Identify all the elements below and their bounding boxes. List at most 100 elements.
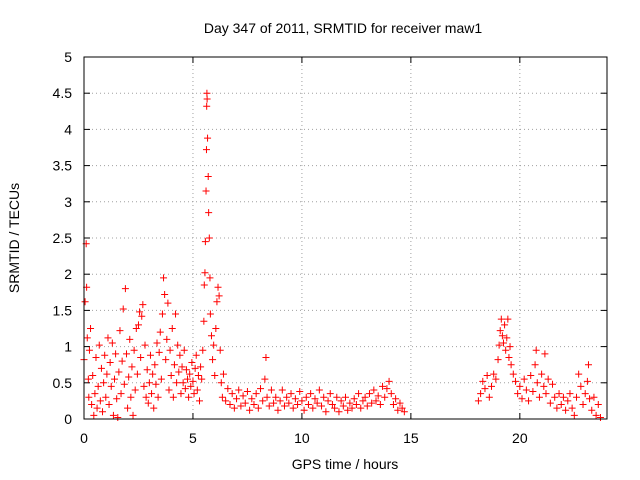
data-point — [129, 411, 137, 419]
data-point — [201, 238, 209, 246]
data-point — [178, 363, 186, 371]
data-point — [492, 375, 500, 383]
data-point — [174, 341, 182, 349]
data-point — [540, 382, 548, 390]
data-point — [105, 401, 113, 409]
data-point — [533, 379, 541, 387]
y-tick-label: 0.5 — [53, 375, 73, 391]
data-point — [145, 379, 153, 387]
data-point — [179, 379, 187, 387]
data-point — [91, 390, 99, 398]
data-point — [387, 390, 395, 398]
data-point — [191, 364, 199, 372]
y-tick-label: 1 — [64, 339, 72, 355]
data-point — [216, 346, 224, 354]
data-point — [100, 379, 108, 387]
data-point — [596, 414, 604, 422]
data-point — [555, 390, 563, 398]
data-point — [544, 375, 552, 383]
data-point — [477, 390, 485, 398]
data-point — [142, 393, 150, 401]
data-point — [318, 402, 326, 410]
data-point — [241, 399, 249, 407]
data-point — [315, 386, 323, 394]
data-point — [88, 401, 96, 409]
data-point — [509, 370, 517, 378]
data-point — [348, 404, 356, 412]
data-point — [116, 327, 124, 335]
data-point — [527, 372, 535, 380]
data-point — [103, 370, 111, 378]
data-point — [483, 372, 491, 380]
data-point — [93, 404, 101, 412]
data-point — [331, 404, 339, 412]
data-point — [209, 356, 217, 364]
data-point — [148, 390, 156, 398]
data-point — [344, 406, 352, 414]
data-point — [114, 414, 122, 422]
data-point — [186, 370, 194, 378]
data-point — [127, 393, 135, 401]
data-point — [516, 382, 524, 390]
data-point — [309, 404, 317, 412]
data-point — [243, 387, 251, 395]
data-point — [270, 399, 278, 407]
data-point — [109, 411, 117, 419]
data-point — [125, 373, 133, 381]
data-point — [163, 335, 171, 343]
data-point — [213, 298, 221, 306]
data-point — [532, 346, 540, 354]
data-point — [564, 397, 572, 405]
data-point — [503, 334, 511, 342]
data-point — [128, 363, 136, 371]
data-point — [346, 399, 354, 407]
data-point — [119, 305, 127, 313]
data-point — [546, 399, 554, 407]
data-point — [81, 298, 89, 306]
data-point — [184, 375, 192, 383]
data-point — [490, 370, 498, 378]
data-point — [322, 408, 330, 416]
data-point — [592, 411, 600, 419]
data-point — [83, 334, 91, 342]
data-point — [289, 404, 297, 412]
data-point — [151, 361, 159, 369]
data-point — [575, 370, 583, 378]
data-point — [172, 310, 180, 318]
data-point — [374, 392, 382, 400]
data-point — [200, 281, 208, 289]
data-point — [267, 386, 275, 394]
data-point — [185, 393, 193, 401]
data-point — [203, 95, 211, 103]
data-point — [522, 386, 530, 394]
data-point — [400, 408, 408, 416]
data-point — [370, 386, 378, 394]
data-point — [389, 401, 397, 409]
data-point — [200, 317, 208, 325]
data-point — [107, 382, 115, 390]
data-point — [154, 393, 162, 401]
data-point — [97, 364, 105, 372]
data-point — [121, 285, 129, 293]
data-point — [106, 359, 114, 367]
data-point — [252, 390, 260, 398]
data-point — [583, 377, 591, 385]
data-point — [298, 397, 306, 405]
data-point — [203, 102, 211, 110]
data-point — [177, 390, 185, 398]
data-point — [217, 379, 225, 387]
data-point — [90, 411, 98, 419]
data-point — [531, 361, 539, 369]
data-point — [140, 382, 148, 390]
data-point — [206, 310, 214, 318]
data-point — [505, 353, 513, 361]
data-point — [162, 356, 170, 364]
axis-ticks: 0 0.5 1 1.5 2 2.5 3 3.5 4 4.5 5 0 5 10 15 20 — [53, 49, 607, 446]
data-point — [193, 386, 201, 394]
data-point — [130, 346, 138, 354]
data-point — [87, 325, 95, 332]
data-point — [570, 411, 578, 419]
data-point — [175, 368, 183, 376]
data-point — [173, 379, 181, 387]
